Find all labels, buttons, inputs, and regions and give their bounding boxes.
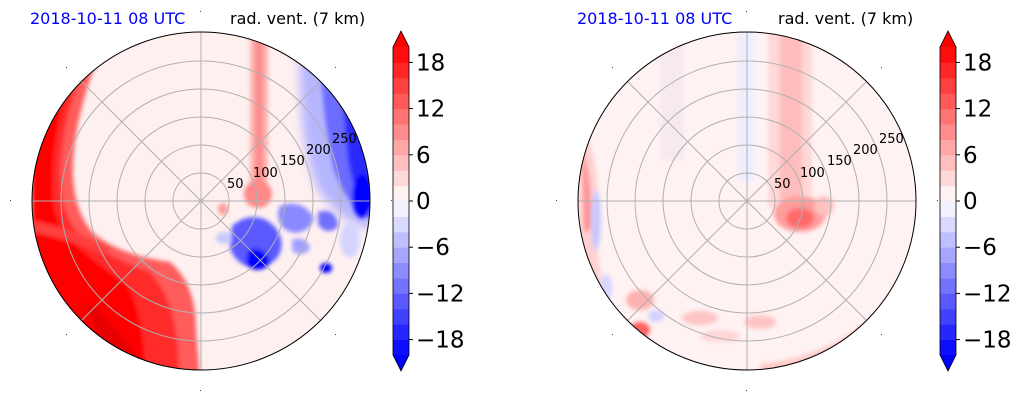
colorbar-left-segment [393,62,409,79]
colorbar-right-tick-label: 12 [963,97,992,123]
panel-1-edge-ticks [10,11,392,391]
colorbar-left-segment [393,278,409,294]
colorbar-left-segment [393,201,409,217]
colorbar-right-segment [940,170,956,187]
panel-1-grid [32,32,370,370]
colorbar-right-tick-label: 6 [963,143,978,169]
panel-2: 2018-10-11 08 UTC rad. vent. (7 km) [556,9,938,391]
colorbar-right-segment [940,47,956,63]
colorbar-right-segment [940,77,956,94]
panel-2-edge-ticks [556,11,938,391]
colorbar-left-segment [393,293,409,310]
colorbar-right-segment [940,262,956,279]
colorbar-right-tick-label: −6 [963,235,997,261]
colorbar-left-segment [393,124,409,140]
panel-2-grid [578,32,916,370]
panel-2-ring-labels: 50 100 150 200 250 [774,132,904,192]
panel-1-date-label: 2018-10-11 08 UTC [30,9,185,28]
panel-2-frame [577,31,917,371]
colorbar-right-segment [940,201,956,217]
colorbar-left-segment [393,216,409,233]
panel-1-heatmap [32,32,370,370]
colorbar-left-segment [393,339,409,356]
colorbar-right-extend-min [940,355,956,371]
colorbar-left-tick-label: 0 [416,189,431,215]
colorbar-right-tick-label: −12 [963,281,1012,307]
colorbar-right-segment [940,324,956,341]
panel-1-ring-label: 100 [253,166,278,181]
colorbar-right: 18 12 6 0 −6 −12 −18 [939,30,1012,372]
colorbar-right-segment [940,108,956,125]
colorbar-left-segment [393,77,409,94]
colorbar-left-tick-label: 18 [416,50,445,76]
colorbar-left: 18 12 6 0 −6 −12 −18 [392,30,465,372]
colorbar-left-tick-label: 12 [416,97,445,123]
panel-2-ring-label: 250 [879,132,904,147]
colorbar-left-segment [393,262,409,279]
panel-1-ring-label: 250 [332,132,357,147]
colorbar-left-tick-label: −18 [416,328,465,354]
colorbar-left-tick-label: −12 [416,281,465,307]
colorbar-right-segment [940,278,956,294]
colorbar-right-segment [940,185,956,202]
colorbar-right-segment [940,124,956,140]
panel-1-ring-label: 200 [306,143,331,158]
colorbar-right-outline [939,30,957,372]
colorbar-left-segment [393,108,409,125]
colorbar-right-segment [940,231,956,248]
colorbar-right-segment [940,216,956,233]
colorbar-right-segment [940,154,956,171]
colorbar-left-segment [393,47,409,63]
panel-2-ring-label: 100 [800,166,825,181]
panel-2-ring-label: 150 [827,154,852,169]
colorbar-left-extend-max [393,31,409,47]
colorbar-right-segment [940,247,956,264]
colorbar-left-outline [392,30,410,372]
panel-1-ring-label: 50 [227,177,244,192]
colorbar-left-segment [393,231,409,248]
colorbar-right-segment [940,139,956,156]
colorbar-left-segment [393,170,409,187]
panel-1-ring-labels: 50 100 150 200 250 [227,132,357,192]
panel-1-frame [31,31,371,371]
colorbar-right-segment [940,93,956,110]
panel-2-title: rad. vent. (7 km) [778,9,913,28]
colorbar-left-tick-label: −6 [416,235,450,261]
panel-1-ring-label: 150 [280,154,305,169]
colorbar-left-segment [393,154,409,171]
colorbar-right-segment [940,339,956,356]
colorbar-right-segment [940,293,956,310]
panel-1-title: rad. vent. (7 km) [230,9,365,28]
colorbar-right-segment [940,308,956,325]
colorbar-right-tick-label: −18 [963,328,1012,354]
colorbar-left-segment [393,324,409,341]
colorbar-left-extend-min [393,355,409,371]
colorbar-left-segment [393,247,409,264]
colorbar-left-segment [393,185,409,202]
panel-2-heatmap [578,32,916,370]
colorbar-left-segment [393,308,409,325]
colorbar-right-tick-label: 0 [963,189,978,215]
colorbar-left-segment [393,93,409,110]
panel-2-date-label: 2018-10-11 08 UTC [577,9,732,28]
colorbar-left-tick-label: 6 [416,143,431,169]
colorbar-left-segment [393,139,409,156]
panel-2-ring-label: 50 [774,177,791,192]
colorbar-right-segment [940,62,956,79]
panel-2-ring-label: 200 [853,143,878,158]
panel-1: 2018-10-11 08 UTC rad. vent. (7 km) [10,9,392,391]
colorbar-right-extend-max [940,31,956,47]
colorbar-right-tick-label: 18 [963,50,992,76]
